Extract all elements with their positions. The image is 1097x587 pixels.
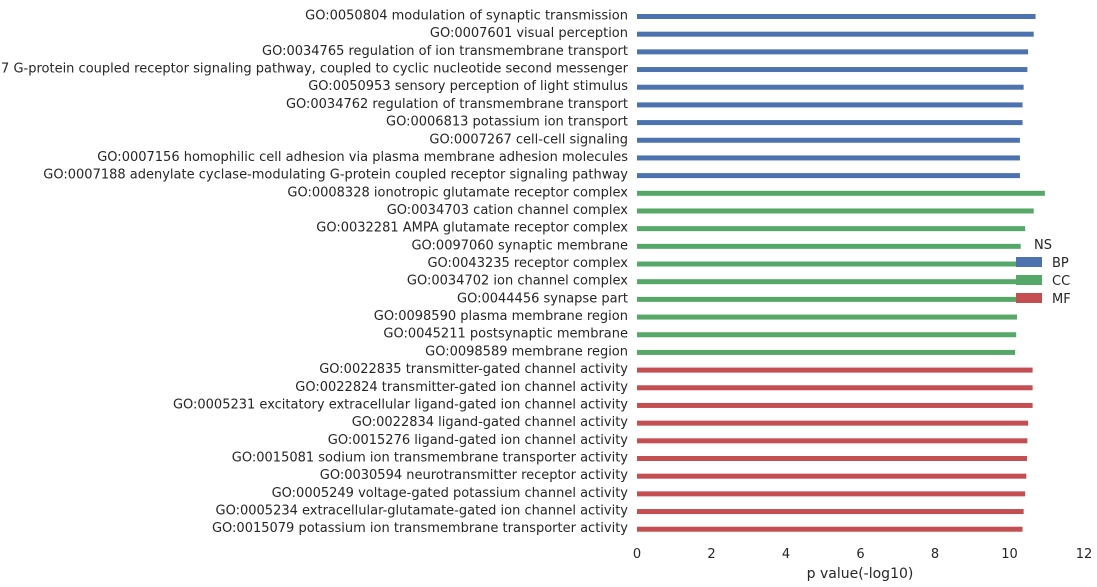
legend-swatch-bp [1016, 257, 1042, 267]
x-tick-label: 0 [633, 547, 641, 562]
category-label: GO:0007156 homophilic cell adhesion via … [97, 150, 628, 165]
category-label: GO:0043235 receptor complex [427, 256, 628, 271]
bar-bp [637, 120, 1023, 126]
category-label: GO:0015081 sodium ion transmembrane tran… [232, 451, 628, 466]
bar-bp [637, 67, 1028, 73]
bars [637, 14, 1045, 532]
bar-mf [637, 367, 1033, 373]
bar-cc [637, 279, 1020, 285]
bar-bp [637, 49, 1029, 55]
bar-mf [637, 402, 1033, 408]
bar-bp [637, 31, 1034, 37]
category-label: GO:0007601 visual perception [430, 26, 628, 41]
category-label: GO:0022824 transmitter-gated ion channel… [295, 380, 628, 395]
bar-mf [637, 491, 1026, 497]
legend-label-cc: CC [1052, 274, 1070, 289]
category-label: GO:0044456 synapse part [457, 291, 628, 306]
category-label: GO:0097060 synaptic membrane [411, 238, 628, 253]
bar-bp [637, 14, 1036, 19]
category-label: GO:0034702 ion channel complex [407, 274, 628, 289]
category-label: GO:0007187 G-protein coupled receptor si… [0, 62, 629, 77]
legend: NS BP CC MF [1016, 238, 1071, 307]
legend-title: NS [1034, 238, 1052, 253]
legend-entries: BP CC MF [1016, 256, 1071, 307]
category-label: GO:0015079 potassium ion transmembrane t… [212, 521, 628, 536]
bar-cc [637, 261, 1021, 267]
category-label: GO:0005231 excitatory extracellular liga… [173, 397, 628, 412]
bar-cc [637, 243, 1021, 249]
bar-cc [637, 190, 1045, 196]
category-label: GO:0050953 sensory perception of light s… [308, 79, 628, 94]
category-label: GO:0007267 cell-cell signaling [429, 132, 628, 147]
bar-cc [637, 349, 1016, 355]
bar-mf [637, 473, 1027, 479]
bar-cc [637, 226, 1026, 232]
x-axis-title: p value(-log10) [807, 566, 914, 582]
x-tick-label: 12 [1076, 547, 1093, 562]
category-label: GO:0015276 ligand-gated ion channel acti… [328, 433, 629, 448]
category-label: GO:0022835 transmitter-gated channel act… [319, 362, 628, 377]
category-label: GO:0005234 extracellular-glutamate-gated… [216, 504, 629, 519]
category-label: GO:0050804 modulation of synaptic transm… [305, 9, 628, 24]
bar-bp [637, 102, 1023, 108]
bar-bp [637, 155, 1020, 161]
bar-cc [637, 208, 1034, 214]
category-label: GO:0005249 voltage-gated potassium chann… [272, 486, 629, 501]
x-tick-label: 10 [1001, 547, 1018, 562]
bar-bp [637, 137, 1020, 143]
bar-mf [637, 526, 1023, 532]
legend-label-bp: BP [1052, 256, 1069, 271]
category-label: GO:0098589 membrane region [425, 344, 628, 359]
category-label: GO:0034765 regulation of ion transmembra… [262, 44, 628, 59]
category-label: GO:0008328 ionotropic glutamate receptor… [287, 185, 628, 200]
x-tick-label: 2 [707, 547, 715, 562]
bar-cc [637, 314, 1017, 320]
x-axis-ticks: 0 2 4 6 8 10 12 [633, 547, 1092, 562]
legend-swatch-cc [1016, 275, 1042, 285]
x-tick-label: 6 [856, 547, 864, 562]
category-label: GO:0034703 cation channel complex [387, 203, 629, 218]
bar-cc [637, 296, 1019, 302]
category-label: GO:0022834 ligand-gated channel activity [352, 415, 629, 430]
category-labels: GO:0050804 modulation of synaptic transm… [0, 9, 629, 537]
category-label: GO:0034762 regulation of transmembrane t… [286, 97, 628, 112]
bar-mf [637, 385, 1033, 391]
category-label: GO:0007188 adenylate cyclase-modulating … [43, 168, 628, 183]
x-tick-label: 4 [782, 547, 790, 562]
bar-mf [637, 420, 1029, 426]
bar-bp [637, 84, 1024, 90]
x-tick-label: 8 [931, 547, 939, 562]
category-label: GO:0006813 potassium ion transport [386, 115, 628, 130]
legend-swatch-mf [1016, 293, 1042, 303]
category-label: GO:0030594 neurotransmitter receptor act… [320, 468, 629, 483]
category-label: GO:0032281 AMPA glutamate receptor compl… [316, 221, 628, 236]
bar-mf [637, 438, 1028, 444]
category-label: GO:0045211 postsynaptic membrane [383, 327, 628, 342]
bar-cc [637, 332, 1017, 338]
bar-mf [637, 509, 1024, 515]
bar-mf [637, 456, 1028, 461]
legend-label-mf: MF [1052, 292, 1071, 307]
category-label: GO:0098590 plasma membrane region [374, 309, 628, 324]
bar-bp [637, 173, 1020, 179]
